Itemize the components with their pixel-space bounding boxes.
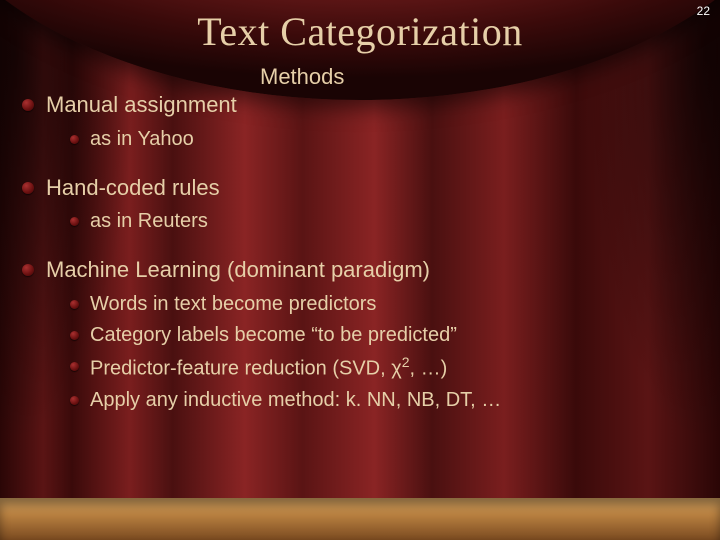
superscript: 2 <box>402 354 410 370</box>
bullet-label: Manual assignment <box>46 92 237 117</box>
list-item: Machine Learning (dominant paradigm) Wor… <box>20 255 700 413</box>
sub-list: as in Yahoo <box>46 126 700 153</box>
slide: 22 Text Categorization Methods Manual as… <box>0 0 720 540</box>
bullet-label: as in Yahoo <box>90 128 194 150</box>
list-item: Words in text become predictors <box>46 291 700 318</box>
list-item: Apply any inductive method: k. NN, NB, D… <box>46 387 700 414</box>
bullet-label: Hand-coded rules <box>46 175 220 200</box>
stage-floor <box>0 498 720 540</box>
list-item: Manual assignment as in Yahoo <box>20 90 700 153</box>
slide-title: Text Categorization <box>0 8 720 55</box>
bullet-list: Manual assignment as in Yahoo Hand-coded… <box>20 90 700 414</box>
list-item: Predictor-feature reduction (SVD, χ2, …) <box>46 353 700 383</box>
bullet-label-tail: , …) <box>410 358 448 380</box>
slide-content: Manual assignment as in Yahoo Hand-coded… <box>20 70 700 414</box>
bullet-label: as in Reuters <box>90 210 208 232</box>
list-item: as in Yahoo <box>46 126 700 153</box>
sub-list: as in Reuters <box>46 208 700 235</box>
bullet-label: Machine Learning (dominant paradigm) <box>46 257 430 282</box>
list-item: Category labels become “to be predicted” <box>46 322 700 349</box>
list-item: as in Reuters <box>46 208 700 235</box>
sub-list: Words in text become predictors Category… <box>46 291 700 414</box>
bullet-label: Words in text become predictors <box>90 293 376 315</box>
bullet-label: Category labels become “to be predicted” <box>90 324 457 346</box>
bullet-label: Predictor-feature reduction (SVD, χ <box>90 358 402 380</box>
bullet-label: Apply any inductive method: k. NN, NB, D… <box>90 389 501 411</box>
list-item: Hand-coded rules as in Reuters <box>20 173 700 236</box>
